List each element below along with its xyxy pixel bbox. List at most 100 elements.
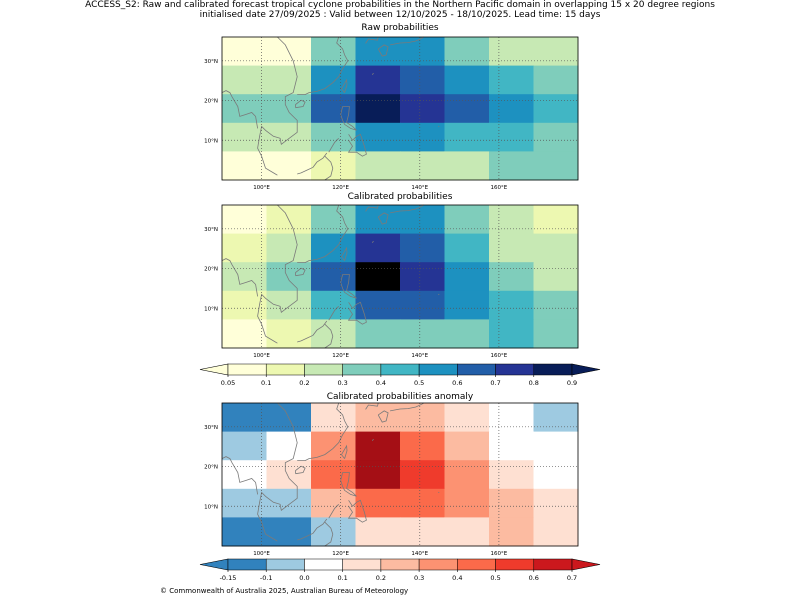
coastline bbox=[257, 204, 298, 344]
latitude-label: 30°N bbox=[204, 227, 218, 233]
colorbar-tick-label: -0.15 bbox=[220, 574, 237, 582]
raw-cell bbox=[222, 37, 267, 67]
raw-cell bbox=[355, 122, 401, 152]
calibrated-cell bbox=[222, 319, 267, 349]
colorbar-swatch bbox=[418, 558, 458, 571]
calibrated-cell bbox=[533, 319, 579, 349]
calibrated-cell bbox=[489, 290, 534, 320]
anomaly-cell bbox=[311, 488, 356, 518]
raw-cell bbox=[266, 94, 312, 124]
raw-cell bbox=[533, 151, 579, 181]
coastline bbox=[340, 274, 357, 299]
anomaly-cell bbox=[400, 460, 445, 490]
coastline bbox=[377, 410, 389, 423]
raw-cell bbox=[444, 122, 490, 152]
raw-cell bbox=[533, 94, 579, 124]
colorbar-tick-label: 0.1 bbox=[261, 379, 271, 387]
anomaly-cell bbox=[355, 403, 401, 433]
anomaly-cell bbox=[311, 431, 356, 461]
colorbar-tick-label: 0.1 bbox=[337, 574, 347, 582]
raw-cell bbox=[222, 122, 267, 152]
colorbar-under-arrow bbox=[199, 363, 229, 376]
coastline bbox=[297, 152, 328, 175]
coastline bbox=[365, 204, 379, 212]
coastline bbox=[221, 90, 258, 129]
calibrated-probability-map[interactable]: 100°E 120°E 140°E 160°E 30°N 20°N 10°N bbox=[204, 204, 579, 359]
colorbar-tick-label: 0.3 bbox=[414, 574, 424, 582]
colorbar-tick-label: 0.6 bbox=[452, 379, 462, 387]
longitude-label: 160°E bbox=[491, 185, 508, 191]
coastline bbox=[257, 402, 298, 542]
calibrated-cell bbox=[400, 205, 445, 235]
coastline bbox=[295, 267, 306, 277]
raw-cell bbox=[400, 94, 445, 124]
calibrated-cell bbox=[311, 233, 356, 263]
calibrated-cell bbox=[533, 262, 579, 292]
calibrated-cell bbox=[444, 205, 490, 235]
raw-cell bbox=[311, 65, 356, 95]
colorbar-tick-label: 0.4 bbox=[376, 379, 386, 387]
colorbar-swatch bbox=[304, 363, 343, 376]
longitude-label: 140°E bbox=[411, 185, 428, 191]
latitude-label: 10°N bbox=[204, 504, 218, 510]
calibrated-cell bbox=[355, 233, 401, 263]
anomaly-cell bbox=[400, 517, 445, 547]
calibrated-cell bbox=[311, 290, 356, 320]
anomaly-cell bbox=[355, 460, 401, 490]
anomaly-cell bbox=[444, 403, 490, 433]
coastline bbox=[324, 155, 334, 181]
colorbar-swatch bbox=[342, 558, 382, 571]
map-frame bbox=[221, 36, 579, 181]
colorbar-tick-label: 0.5 bbox=[490, 574, 500, 582]
coastline bbox=[365, 402, 379, 410]
longitude-label: 120°E bbox=[332, 353, 349, 359]
raw-cell bbox=[444, 65, 490, 95]
raw-cell bbox=[266, 122, 312, 152]
colorbar-tick-label: 0.8 bbox=[529, 379, 539, 387]
map-frame bbox=[221, 204, 579, 349]
longitude-label: 120°E bbox=[332, 551, 349, 557]
coastline bbox=[341, 78, 348, 93]
colorbar-swatch bbox=[265, 558, 305, 571]
colorbar-over-arrow bbox=[571, 363, 601, 376]
anomaly-map[interactable]: 100°E 120°E 140°E 160°E 30°N 20°N 10°N bbox=[204, 402, 579, 557]
coastline bbox=[438, 293, 440, 296]
anomaly-cell bbox=[533, 460, 579, 490]
latitude-label: 20°N bbox=[204, 267, 218, 273]
longitude-label: 120°E bbox=[332, 185, 349, 191]
raw-cell bbox=[222, 94, 267, 124]
calibrated-cell bbox=[400, 262, 445, 292]
colorbar-swatch bbox=[380, 558, 420, 571]
colorbar-swatch bbox=[418, 363, 458, 376]
coastline bbox=[257, 36, 298, 176]
raw-cell bbox=[400, 122, 445, 152]
coastline bbox=[377, 44, 389, 57]
anomaly-cell bbox=[355, 488, 401, 518]
coastline bbox=[341, 246, 348, 261]
raw-probability-map[interactable]: 100°E 120°E 140°E 160°E 30°N 20°N 10°N bbox=[204, 36, 579, 191]
calibrated-cell bbox=[489, 205, 534, 235]
colorbar-swatch bbox=[457, 363, 496, 376]
coastline bbox=[365, 36, 379, 44]
calibrated-cell bbox=[533, 233, 579, 263]
anomaly-cell bbox=[400, 403, 445, 433]
colorbar-tick-label: 0.0 bbox=[299, 574, 309, 582]
longitude-label: 160°E bbox=[491, 353, 508, 359]
colorbar-tick-label: 0.4 bbox=[452, 574, 462, 582]
coastline bbox=[390, 402, 424, 412]
raw-cell bbox=[489, 151, 534, 181]
anomaly-panel-title: Calibrated probabilities anomaly bbox=[326, 392, 474, 402]
colorbar-swatch bbox=[380, 363, 420, 376]
colorbar-tick-label: 0.2 bbox=[376, 574, 386, 582]
calibrated-cell bbox=[266, 262, 312, 292]
colorbar-tick-label: 0.7 bbox=[567, 574, 577, 582]
map-frame bbox=[221, 402, 579, 547]
anomaly-cell bbox=[266, 488, 312, 518]
calibrated-cell bbox=[444, 290, 490, 320]
figure-subtitle: initialised date 27/09/2025 : Valid betw… bbox=[199, 10, 601, 20]
latitude-label: 10°N bbox=[204, 138, 218, 144]
raw-cell bbox=[533, 122, 579, 152]
anomaly-cell bbox=[311, 403, 356, 433]
anomaly-cell bbox=[533, 517, 579, 547]
